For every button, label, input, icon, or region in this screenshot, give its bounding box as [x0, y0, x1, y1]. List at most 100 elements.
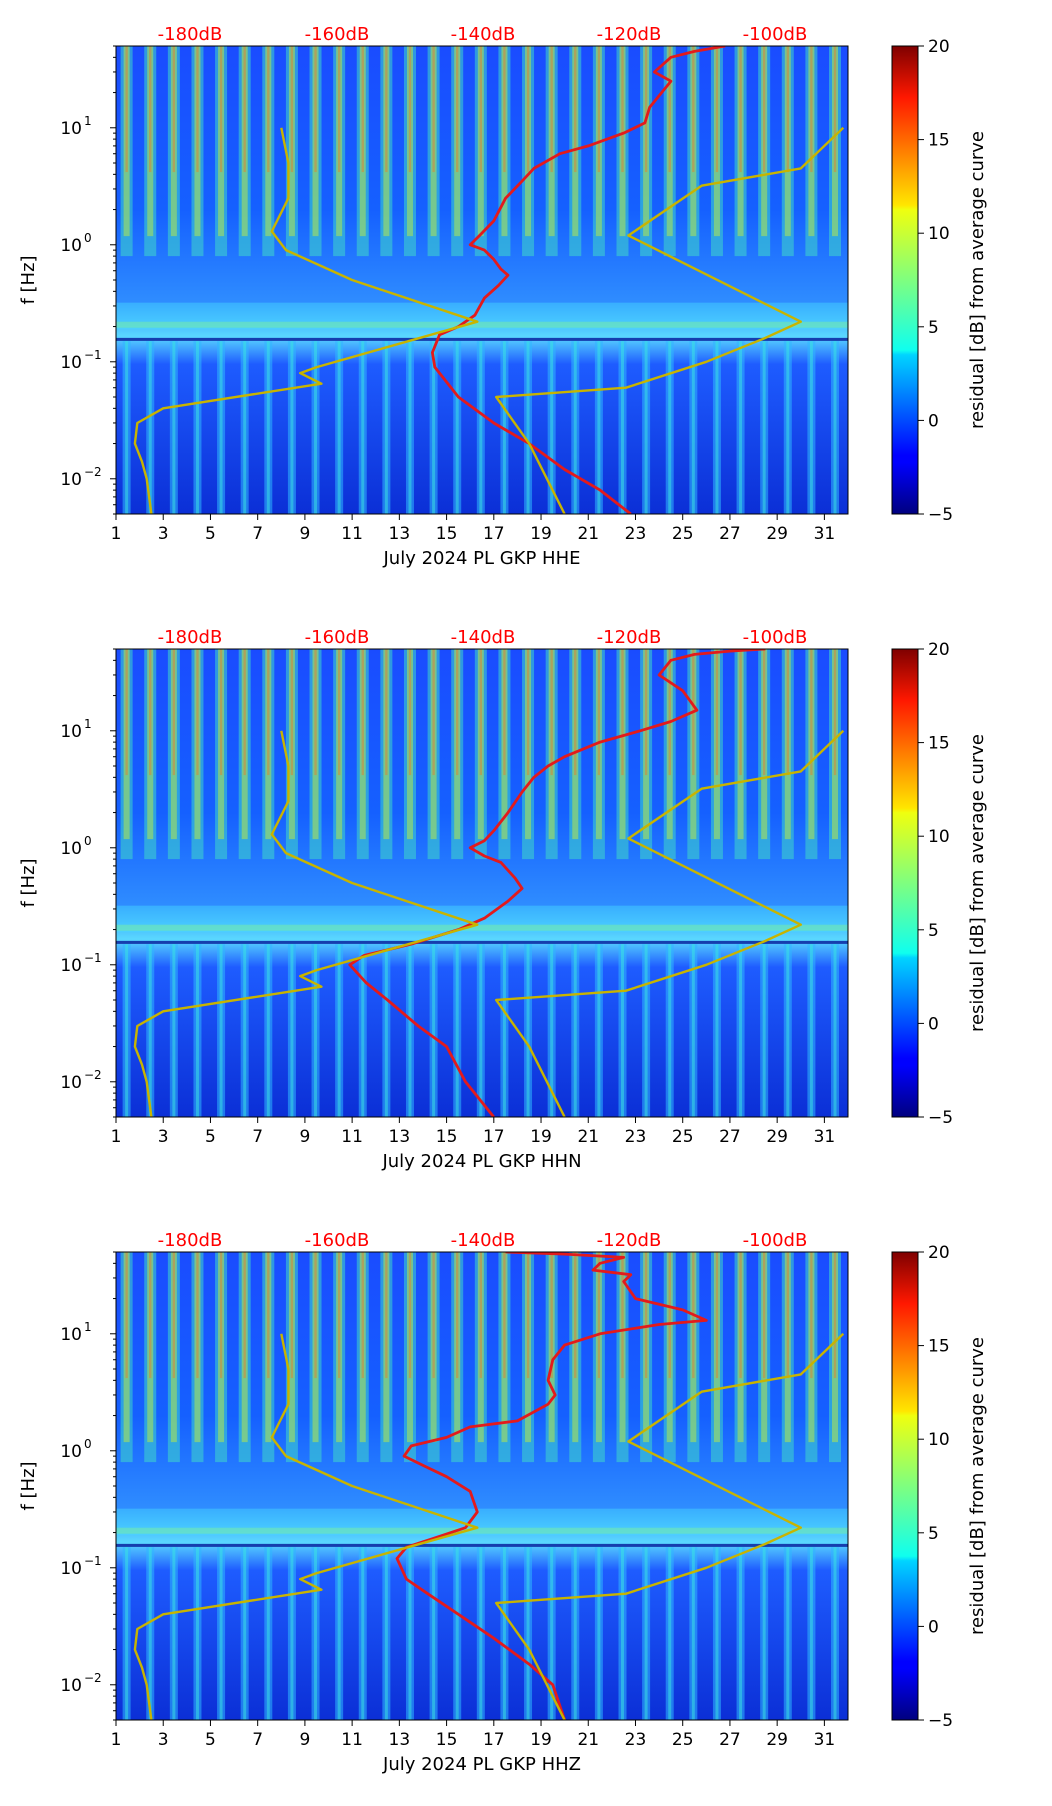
day-band-low-core	[219, 944, 223, 1117]
colorbar-tick-label: −5	[928, 1108, 953, 1128]
day-band-high-peak	[621, 46, 624, 173]
y-tick-exponent: 0	[84, 231, 92, 245]
day-band-high-core	[525, 46, 532, 237]
y-tick-label: 10	[60, 956, 82, 976]
day-band-low-core	[314, 1547, 318, 1720]
day-band-high-peak	[361, 1252, 364, 1379]
y-tick-exponent: 1	[84, 1320, 92, 1334]
colorbar-tick-label: 15	[928, 131, 950, 151]
day-band-high-core	[430, 46, 437, 237]
x-tick-label: 21	[577, 1730, 599, 1750]
colorbar-tick-label: 20	[928, 640, 950, 660]
day-band-high-peak	[692, 46, 695, 173]
day-band-low-core	[786, 341, 790, 514]
day-band-high-peak	[385, 649, 388, 776]
day-band-high-core	[218, 46, 225, 237]
heatmap	[116, 46, 848, 514]
x-tick-label: 5	[205, 524, 216, 544]
day-band-high-peak	[550, 46, 553, 173]
day-band-low-core	[479, 341, 483, 514]
x-tick-label: 3	[158, 1127, 169, 1147]
colorbar	[891, 648, 919, 1118]
heatmap	[116, 1252, 848, 1720]
day-band-high-peak	[290, 649, 294, 776]
day-band-high-peak	[337, 649, 341, 776]
day-band-high-core	[406, 649, 413, 840]
day-band-high-core	[147, 1252, 154, 1443]
day-band-high-core	[501, 46, 508, 237]
colorbar-tick-label: 0	[928, 411, 939, 431]
day-band-low-core	[219, 1547, 223, 1720]
colorbar	[891, 1251, 919, 1721]
colorbar-tick-label: 20	[928, 1243, 950, 1263]
day-band-high-core	[572, 46, 579, 237]
day-band-low-core	[314, 944, 318, 1117]
day-band-high-core	[572, 1252, 579, 1443]
day-band-high-core	[737, 46, 744, 237]
day-band-high-core	[643, 1252, 650, 1443]
day-band-high-peak	[479, 649, 483, 776]
x-tick-label: 19	[530, 1730, 552, 1750]
day-band-high-peak	[479, 46, 483, 173]
day-band-low-core	[290, 944, 294, 1117]
day-band-high-core	[690, 1252, 697, 1443]
day-band-high-core	[737, 1252, 744, 1443]
day-band-high-peak	[267, 46, 270, 173]
day-band-high-peak	[219, 1252, 223, 1379]
day-band-low-core	[526, 1547, 530, 1720]
day-band-low-core	[573, 1547, 577, 1720]
colorbar-tick-label: 0	[928, 1617, 939, 1637]
day-band-high-core	[713, 46, 720, 237]
day-band-low-core	[195, 341, 199, 514]
y-axis-label: f [Hz]	[18, 858, 39, 907]
x-tick-label: 1	[111, 1127, 122, 1147]
day-band-low-core	[361, 1547, 365, 1720]
day-band-high-peak	[503, 1252, 506, 1379]
x-tick-label: 29	[766, 1127, 788, 1147]
day-band-high-core	[808, 1252, 815, 1443]
high-noise-model-curve	[495, 729, 845, 1117]
day-band-low-core	[432, 341, 436, 514]
day-band-high-peak	[739, 46, 742, 173]
y-tick-exponent: 1	[84, 717, 92, 731]
day-band-low-core	[668, 341, 672, 514]
x-tick-label: 19	[530, 524, 552, 544]
y-tick-base: 10	[60, 470, 82, 490]
colorbar-tick-label: 5	[928, 318, 939, 338]
db-scale-label: -140dB	[451, 627, 516, 648]
x-tick-label: 9	[299, 1730, 310, 1750]
day-band-high-peak	[337, 46, 341, 173]
day-band-high-peak	[597, 46, 601, 173]
day-band-high-core	[501, 649, 508, 840]
day-band-low-core	[290, 341, 294, 514]
colorbar-label: residual [dB] from average curve	[967, 131, 988, 429]
y-tick-base: 10	[60, 1559, 82, 1579]
day-band-low-core	[125, 341, 129, 514]
day-band-high-core	[713, 649, 720, 840]
day-band-low-core	[573, 341, 577, 514]
high-noise-model-curve	[495, 126, 845, 514]
day-band-low-core	[715, 944, 719, 1117]
day-band-high-core	[690, 649, 697, 840]
day-band-high-core	[359, 46, 366, 237]
day-band-low-core	[668, 1547, 672, 1720]
colorbar	[891, 45, 919, 515]
day-band-high-peak	[833, 1252, 837, 1379]
day-band-low-core	[172, 341, 176, 514]
y-tick-base: 10	[60, 119, 82, 139]
day-band-high-core	[454, 1252, 461, 1443]
y-tick-exponent: −2	[84, 465, 102, 479]
day-band-high-peak	[149, 1252, 152, 1379]
day-band-high-core	[666, 649, 673, 840]
colorbar-tick-label: 10	[928, 827, 950, 847]
x-tick-label: 29	[766, 1730, 788, 1750]
day-band-low-core	[337, 341, 341, 514]
x-tick-label: 13	[389, 1127, 411, 1147]
y-tick-base: 10	[60, 1442, 82, 1462]
day-band-low-core	[384, 1547, 388, 1720]
day-band-low-core	[762, 341, 766, 514]
day-band-high-peak	[172, 1252, 176, 1379]
day-band-high-peak	[786, 1252, 789, 1379]
day-band-high-peak	[550, 1252, 553, 1379]
day-band-high-peak	[550, 649, 553, 776]
